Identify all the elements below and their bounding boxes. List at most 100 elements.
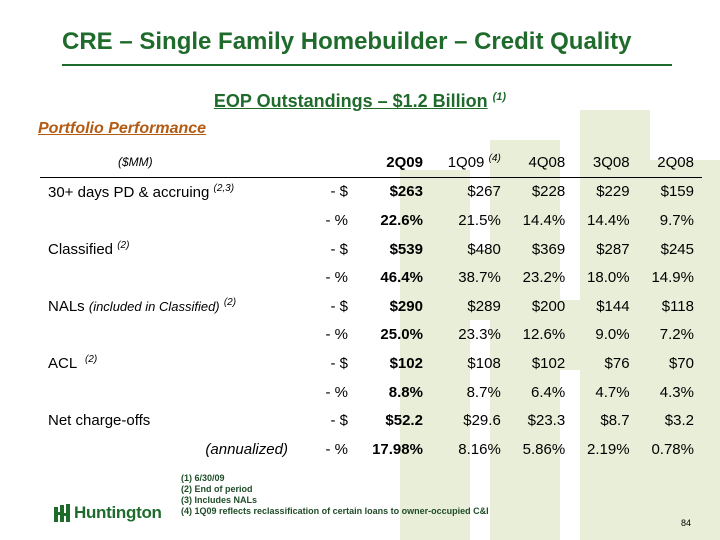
table-row: (annualized) - % 17.98% 8.16% 5.86% 2.19… (40, 435, 702, 464)
row-unit: - $ (330, 354, 348, 372)
cell-3q08: $229 (596, 183, 630, 201)
row-unit: - % (325, 383, 348, 401)
cell-3q08: $144 (596, 297, 630, 315)
unit-header-blank (299, 148, 356, 178)
row-label (40, 206, 300, 235)
row-unit: - $ (330, 240, 348, 258)
footnote: (3) Includes NALs (181, 495, 258, 505)
cell-4q08: 14.4% (522, 211, 566, 229)
cell-2q09: $263 (389, 183, 423, 201)
table-row: NALs (included in Classified) (2) - $ $2… (40, 292, 702, 321)
cell-1q09: $267 (467, 183, 501, 201)
cell-4q08: 6.4% (530, 383, 566, 401)
cell-4q08: $23.3 (527, 412, 566, 430)
table-row: - % 25.0% 23.3% 12.6% 9.0% 7.2% (40, 321, 702, 350)
row-label-note: (2) (223, 297, 237, 309)
table-row: - % 8.8% 8.7% 6.4% 4.7% 4.3% (40, 378, 702, 407)
cell-1q09: 8.16% (458, 440, 501, 458)
units-header: ($MM) (40, 148, 300, 178)
cell-3q08: 18.0% (587, 269, 630, 287)
cell-3q08: 9.0% (595, 326, 630, 344)
footnote: (4) 1Q09 reflects reclassification of ce… (181, 506, 489, 516)
row-label: ACL (2) (40, 349, 300, 378)
row-label-note: (2) (117, 240, 130, 252)
cell-1q09: $108 (467, 354, 501, 372)
subtitle: EOP Outstandings – $1.2 Billion (1) (0, 91, 720, 112)
table-row: Classified (2) - $ $539 $480 $369 $287 $… (40, 235, 702, 264)
cell-2q08: 0.78% (651, 440, 694, 458)
row-label-text: Classified (48, 241, 114, 259)
table-row: - % 22.6% 21.5% 14.4% 14.4% 9.7% (40, 206, 702, 235)
cell-4q08: 12.6% (522, 326, 566, 344)
cell-1q09: 23.3% (458, 326, 501, 344)
title-divider (62, 64, 672, 66)
table-row: ACL (2) - $ $102 $108 $102 $76 $70 (40, 349, 702, 378)
col-header-1q09-note: (4) (488, 153, 501, 165)
cell-3q08: $8.7 (600, 412, 630, 430)
cell-4q08: $200 (531, 297, 566, 315)
cell-2q08: 9.7% (659, 211, 694, 229)
logo-text: Huntington (74, 503, 162, 522)
cell-2q08: $159 (660, 183, 694, 201)
cell-2q09: $290 (389, 297, 423, 315)
cell-3q08: 4.7% (595, 383, 630, 401)
row-label-note: (2,3) (213, 182, 235, 194)
cell-2q08: 7.2% (659, 326, 694, 344)
cell-2q08: 4.3% (659, 383, 694, 401)
row-label-text: NALs (48, 298, 85, 316)
cell-3q08: 2.19% (587, 440, 630, 458)
cell-4q08: $102 (531, 354, 566, 372)
row-label: (annualized) (205, 440, 288, 458)
row-unit: - % (325, 269, 348, 287)
cell-1q09: $29.6 (463, 412, 501, 430)
cell-2q08: $70 (668, 354, 694, 372)
col-header-2q09: 2Q09 (355, 148, 431, 178)
row-label-note: (2) (84, 354, 98, 366)
table-row: - % 46.4% 38.7% 23.2% 18.0% 14.9% (40, 263, 702, 292)
row-unit: - $ (330, 297, 348, 315)
cell-2q09: 22.6% (380, 211, 423, 229)
table-row: Net charge-offs - $ $52.2 $29.6 $23.3 $8… (40, 406, 702, 435)
cell-2q09: $52.2 (385, 412, 423, 430)
page-number: 84 (681, 518, 692, 528)
footnote: (2) End of period (181, 484, 253, 494)
huntington-logo-icon (54, 504, 70, 522)
row-unit: - % (325, 326, 348, 344)
col-header-2q08: 2Q08 (637, 148, 702, 178)
subtitle-note: (1) (492, 91, 507, 103)
row-label (40, 378, 300, 407)
cell-2q09: 25.0% (380, 326, 423, 344)
row-label: Net charge-offs (48, 412, 151, 430)
cell-2q09: 8.8% (388, 383, 423, 401)
cell-4q08: $228 (531, 183, 566, 201)
row-label (40, 321, 300, 350)
cell-4q08: $369 (531, 240, 566, 258)
page-title: CRE – Single Family Homebuilder – Credit… (62, 28, 632, 55)
cell-2q08: $3.2 (664, 412, 694, 430)
cell-2q09: 17.98% (372, 440, 423, 458)
footnote: (1) 6/30/09 (181, 473, 225, 483)
col-header-3q08: 3Q08 (573, 148, 638, 178)
table-header-row: ($MM) 2Q09 1Q09 (4) 4Q08 3Q08 2Q08 (40, 148, 702, 178)
credit-quality-table: ($MM) 2Q09 1Q09 (4) 4Q08 3Q08 2Q08 30+ d… (40, 148, 702, 464)
cell-3q08: $287 (596, 240, 630, 258)
cell-2q09: $539 (389, 240, 423, 258)
row-unit: - % (325, 440, 348, 458)
row-label-text: ACL (48, 355, 77, 373)
cell-1q09: $289 (467, 297, 501, 315)
col-header-4q08: 4Q08 (508, 148, 574, 178)
cell-3q08: $76 (604, 354, 630, 372)
row-label-text: 30+ days PD & accruing (48, 183, 210, 201)
cell-1q09: 38.7% (458, 269, 501, 287)
cell-3q08: 14.4% (587, 211, 630, 229)
section-title: Portfolio Performance (38, 120, 207, 137)
cell-1q09: $480 (467, 240, 501, 258)
row-label (40, 263, 300, 292)
huntington-logo: Huntington (54, 503, 162, 523)
row-unit: - $ (330, 412, 348, 430)
cell-2q09: $102 (389, 354, 423, 372)
row-label-qualifier: (included in Classified) (88, 299, 220, 315)
cell-4q08: 5.86% (522, 440, 566, 458)
cell-2q09: 46.4% (380, 269, 423, 287)
subtitle-main: EOP Outstandings – $1.2 Billion (213, 91, 488, 111)
